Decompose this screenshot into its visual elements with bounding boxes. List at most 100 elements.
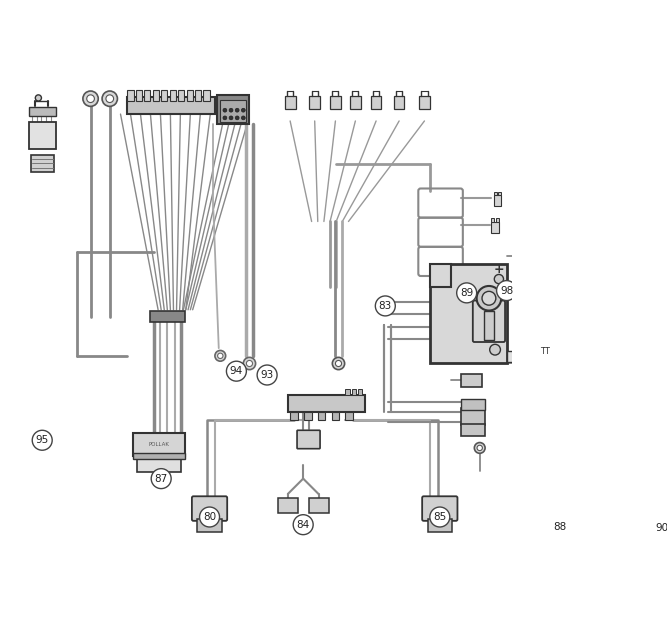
Text: 88: 88 — [553, 522, 566, 532]
FancyBboxPatch shape — [195, 90, 201, 101]
FancyBboxPatch shape — [352, 389, 356, 395]
FancyBboxPatch shape — [144, 90, 151, 101]
FancyBboxPatch shape — [297, 430, 320, 449]
Circle shape — [550, 517, 570, 537]
FancyBboxPatch shape — [330, 96, 341, 109]
FancyBboxPatch shape — [498, 192, 501, 195]
Text: 85: 85 — [433, 512, 446, 522]
FancyBboxPatch shape — [496, 218, 499, 222]
FancyBboxPatch shape — [331, 412, 340, 420]
FancyBboxPatch shape — [394, 96, 404, 109]
FancyBboxPatch shape — [285, 96, 295, 109]
Circle shape — [376, 296, 396, 316]
FancyBboxPatch shape — [178, 90, 184, 101]
FancyBboxPatch shape — [494, 195, 501, 206]
Circle shape — [477, 445, 482, 451]
FancyBboxPatch shape — [460, 424, 485, 436]
FancyBboxPatch shape — [494, 192, 497, 195]
Circle shape — [257, 365, 277, 385]
FancyBboxPatch shape — [197, 519, 222, 531]
FancyBboxPatch shape — [169, 90, 176, 101]
FancyBboxPatch shape — [317, 412, 325, 420]
Circle shape — [497, 281, 516, 300]
Text: 98: 98 — [500, 286, 513, 295]
FancyBboxPatch shape — [419, 96, 430, 109]
FancyBboxPatch shape — [550, 498, 570, 515]
FancyBboxPatch shape — [127, 90, 133, 101]
Circle shape — [215, 350, 225, 361]
Text: 80: 80 — [203, 512, 216, 522]
FancyBboxPatch shape — [350, 96, 361, 109]
FancyBboxPatch shape — [473, 300, 505, 342]
Text: 89: 89 — [460, 288, 474, 298]
Circle shape — [226, 361, 246, 381]
FancyBboxPatch shape — [203, 90, 209, 101]
Circle shape — [235, 108, 239, 112]
FancyBboxPatch shape — [133, 433, 185, 455]
Circle shape — [457, 283, 477, 303]
Circle shape — [246, 360, 253, 366]
Circle shape — [474, 442, 485, 453]
Circle shape — [32, 430, 52, 451]
FancyBboxPatch shape — [491, 222, 499, 233]
FancyBboxPatch shape — [187, 90, 193, 101]
FancyBboxPatch shape — [133, 453, 185, 459]
Text: 90: 90 — [655, 523, 667, 533]
FancyBboxPatch shape — [358, 389, 362, 395]
FancyBboxPatch shape — [346, 389, 350, 395]
FancyBboxPatch shape — [31, 154, 55, 172]
Circle shape — [430, 507, 450, 527]
FancyBboxPatch shape — [346, 412, 353, 420]
Circle shape — [241, 116, 245, 120]
FancyBboxPatch shape — [309, 96, 320, 109]
Text: TT: TT — [540, 347, 550, 357]
FancyBboxPatch shape — [506, 351, 536, 362]
FancyBboxPatch shape — [288, 395, 365, 412]
FancyBboxPatch shape — [192, 496, 227, 521]
Circle shape — [83, 91, 98, 106]
FancyBboxPatch shape — [29, 122, 56, 148]
FancyBboxPatch shape — [430, 264, 506, 363]
FancyBboxPatch shape — [422, 496, 458, 521]
FancyBboxPatch shape — [460, 399, 485, 410]
FancyBboxPatch shape — [127, 97, 215, 114]
FancyBboxPatch shape — [371, 96, 382, 109]
Circle shape — [229, 108, 233, 112]
FancyBboxPatch shape — [217, 95, 249, 124]
Circle shape — [477, 286, 501, 310]
Text: 87: 87 — [155, 473, 168, 484]
FancyBboxPatch shape — [460, 375, 482, 386]
Text: 95: 95 — [35, 435, 49, 445]
Circle shape — [293, 515, 313, 535]
Circle shape — [223, 108, 227, 112]
FancyBboxPatch shape — [491, 218, 494, 222]
FancyBboxPatch shape — [428, 519, 452, 531]
Circle shape — [490, 344, 500, 355]
Circle shape — [35, 95, 41, 101]
Circle shape — [229, 116, 233, 120]
FancyBboxPatch shape — [484, 311, 494, 341]
Circle shape — [102, 91, 117, 106]
Circle shape — [652, 518, 667, 538]
FancyBboxPatch shape — [153, 90, 159, 101]
FancyBboxPatch shape — [304, 412, 311, 420]
FancyBboxPatch shape — [136, 90, 142, 101]
Circle shape — [87, 95, 95, 103]
Text: 84: 84 — [297, 520, 309, 530]
Circle shape — [217, 353, 223, 358]
FancyBboxPatch shape — [149, 311, 185, 322]
FancyBboxPatch shape — [647, 501, 659, 515]
FancyBboxPatch shape — [29, 107, 56, 116]
Text: POLLAK: POLLAK — [149, 442, 169, 447]
FancyBboxPatch shape — [161, 90, 167, 101]
Circle shape — [235, 116, 239, 120]
FancyBboxPatch shape — [553, 486, 566, 500]
Text: 93: 93 — [261, 370, 273, 380]
Circle shape — [494, 274, 504, 284]
FancyBboxPatch shape — [290, 412, 297, 420]
FancyBboxPatch shape — [309, 498, 329, 513]
Circle shape — [151, 468, 171, 489]
Circle shape — [199, 507, 219, 527]
FancyBboxPatch shape — [460, 408, 485, 425]
Circle shape — [243, 357, 255, 370]
